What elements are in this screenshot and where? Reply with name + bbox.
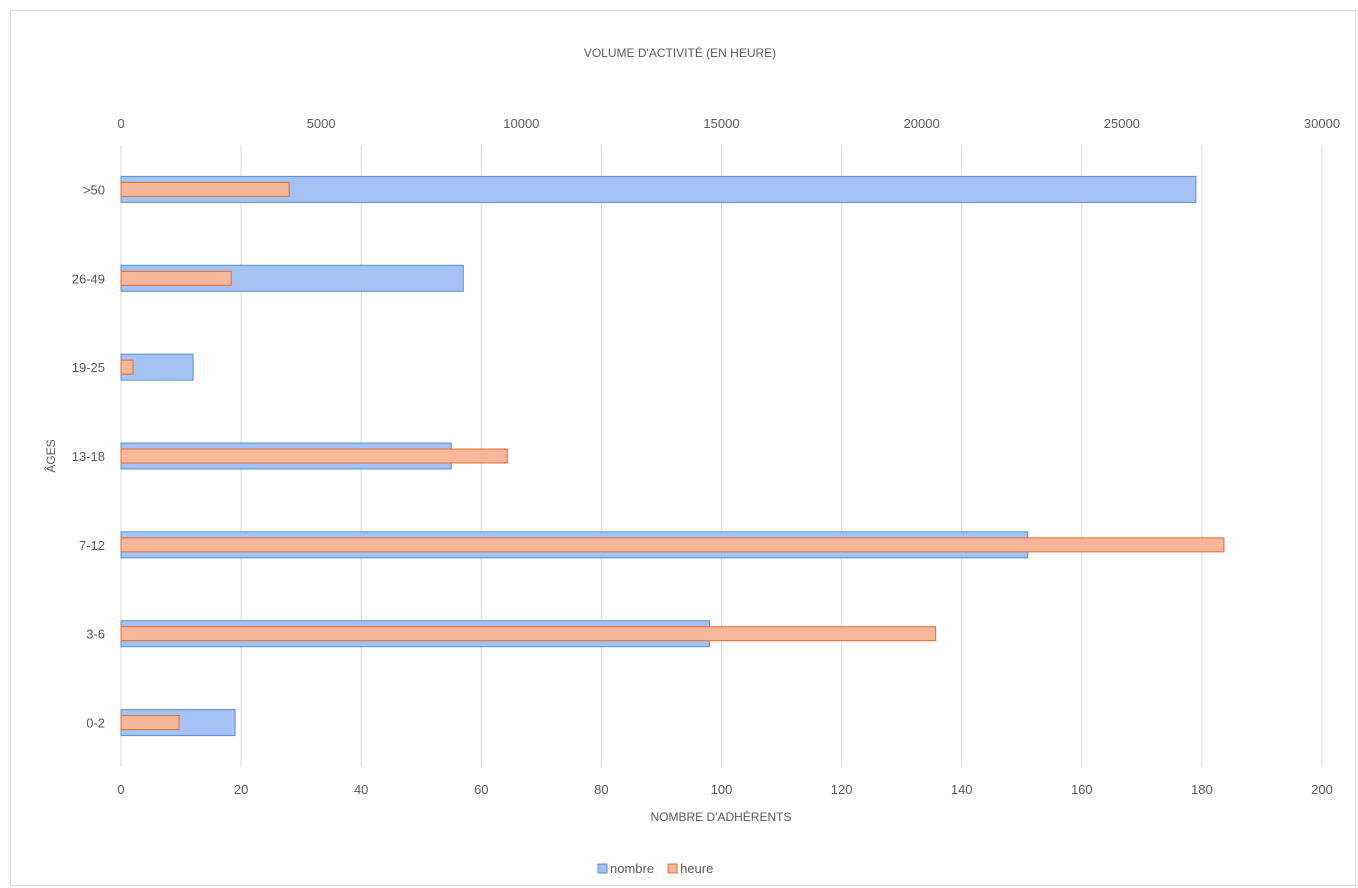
top-axis-title: VOLUME D'ACTIVITÉ (EN HEURE) [584,45,776,60]
bottom-axis-tick: 160 [1071,782,1093,797]
bottom-axis-ticks: 0 20 40 60 80 100 120 140 160 180 200 [117,782,1332,797]
top-axis-tick: 15000 [703,116,739,131]
bar-heure [120,270,232,286]
top-axis-tick: 25000 [1104,116,1140,131]
bottom-axis-tick: 80 [594,782,608,797]
top-axis-tick: 20000 [904,116,940,131]
bottom-axis-tick: 20 [234,782,248,797]
category-label: 13-18 [72,449,105,464]
bottom-axis-tick: 0 [117,782,124,797]
category-label: 26-49 [72,271,105,286]
bottom-axis-tick: 200 [1311,782,1333,797]
bar-nombre [120,175,1197,203]
category-labels: 0-2 3-6 7-12 13-18 19-25 26-49 >50 [72,182,105,730]
bottom-axis-tick: 140 [951,782,973,797]
bar-heure [120,537,1225,553]
category-label: 7-12 [79,538,105,553]
bar-heure [120,181,290,197]
bottom-axis-tick: 40 [354,782,368,797]
legend-swatch [667,863,678,874]
bottom-axis-tick: 180 [1191,782,1213,797]
category-label: 0-2 [86,716,105,731]
top-axis-tick: 5000 [307,116,336,131]
legend-swatch [597,863,608,874]
bottom-axis-tick: 60 [474,782,488,797]
bottom-axis-tick: 120 [831,782,853,797]
legend-label: nombre [610,861,654,876]
category-label: 19-25 [72,360,105,375]
bar-heure [120,715,180,731]
bottom-axis-title: NOMBRE D'ADHÉRENTS [651,809,792,824]
category-label: >50 [83,182,105,197]
legend: nombre heure [597,861,713,876]
bar-heure [120,626,937,642]
top-axis-tick: 30000 [1304,116,1340,131]
bar-heure [120,448,508,464]
y-axis-title: ÂGES [43,439,58,472]
bar-heure [120,359,134,375]
category-label: 3-6 [86,627,105,642]
top-axis-ticks: 0 5000 10000 15000 20000 25000 30000 [117,116,1340,131]
gridlines [120,145,1323,767]
bars [120,175,1225,737]
top-axis-tick: 10000 [503,116,539,131]
top-axis-tick: 0 [117,116,124,131]
legend-label: heure [680,861,713,876]
bottom-axis-tick: 100 [711,782,733,797]
